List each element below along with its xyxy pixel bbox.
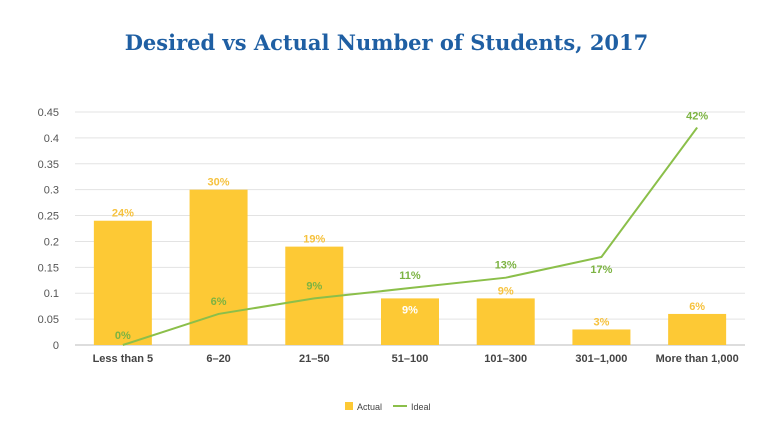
x-tick-label: 51–100: [392, 353, 429, 365]
y-tick-label: 0.2: [44, 236, 59, 248]
bar-actual: [189, 189, 248, 345]
bar-data-label: 6%: [689, 301, 705, 313]
line-data-label: 9%: [306, 280, 322, 292]
x-tick-label: 101–300: [484, 353, 527, 365]
y-tick-label: 0.25: [38, 211, 59, 223]
line-data-label: 6%: [211, 296, 227, 308]
x-tick-label: Less than 5: [93, 353, 154, 365]
y-tick-label: 0.3: [44, 185, 59, 197]
bar-data-label: 9%: [402, 304, 418, 316]
line-data-label: 17%: [590, 264, 612, 276]
bar-data-label: 3%: [593, 316, 609, 328]
x-tick-label: 21–50: [299, 353, 330, 365]
y-tick-label: 0.45: [38, 107, 59, 119]
bar-data-label: 24%: [112, 208, 134, 220]
y-tick-label: 0: [53, 340, 59, 352]
bar-data-label: 30%: [208, 177, 230, 189]
bar-data-label: 9%: [498, 285, 514, 297]
bar-actual: [93, 220, 152, 345]
legend-swatch-actual: [345, 402, 353, 410]
x-tick-label: More than 1,000: [656, 353, 739, 365]
x-tick-label: 301–1,000: [575, 353, 627, 365]
line-data-label: 13%: [495, 260, 517, 272]
y-tick-label: 0.35: [38, 159, 59, 171]
legend-label-ideal: Ideal: [411, 402, 431, 412]
line-data-label: 42%: [686, 111, 708, 123]
y-tick-label: 0.1: [44, 288, 59, 300]
chart-title: Desired vs Actual Number of Students, 20…: [124, 30, 649, 55]
bar-actual: [668, 313, 727, 345]
bar-actual: [476, 298, 535, 345]
bar-actual: [572, 329, 631, 345]
y-tick-label: 0.05: [38, 314, 59, 326]
legend-label-actual: Actual: [357, 402, 382, 412]
x-tick-label: 6–20: [206, 353, 230, 365]
line-data-label: 11%: [399, 270, 421, 282]
y-tick-label: 0.15: [38, 262, 59, 274]
line-data-label: 0%: [115, 330, 131, 342]
bar-actual: [381, 298, 439, 345]
y-tick-label: 0.4: [44, 133, 59, 145]
bar-data-label: 19%: [303, 234, 325, 246]
